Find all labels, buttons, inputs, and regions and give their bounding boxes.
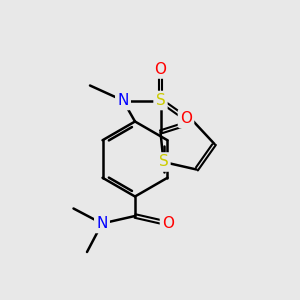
Text: O: O (162, 216, 174, 231)
Text: O: O (180, 111, 192, 126)
Text: S: S (159, 154, 168, 169)
Text: O: O (154, 61, 166, 76)
Text: N: N (117, 93, 129, 108)
Text: N: N (96, 216, 108, 231)
Text: S: S (156, 93, 165, 108)
